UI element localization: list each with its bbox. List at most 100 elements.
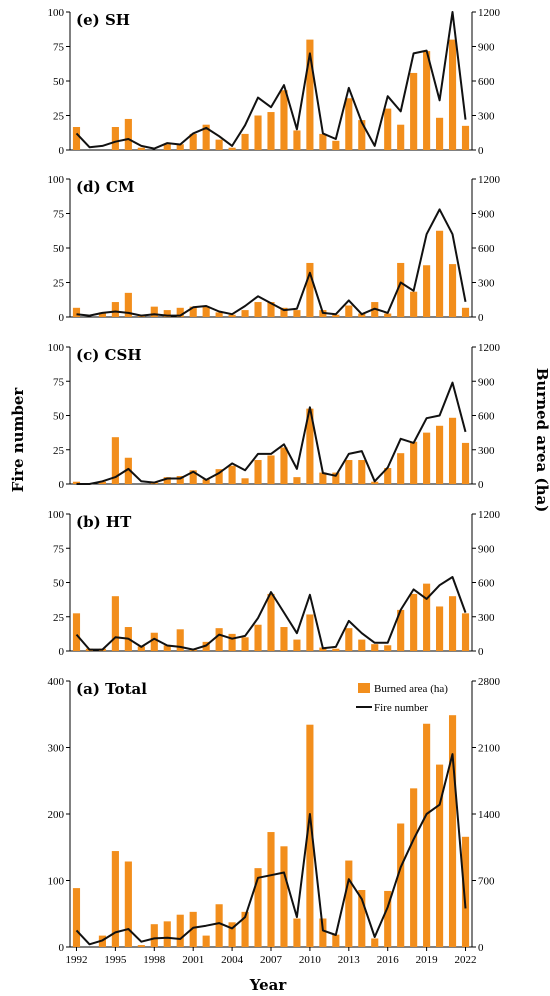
burned-area-bar (124, 292, 132, 317)
burned-area-bar (397, 823, 405, 947)
burned-area-bar (280, 627, 288, 651)
burned-area-bar (306, 724, 314, 947)
burned-area-bar (371, 644, 379, 651)
burned-area-bar (150, 924, 158, 947)
burned-area-bar (267, 112, 275, 150)
burned-area-bar (397, 262, 405, 317)
y-right-tick-label: 2100 (478, 743, 501, 755)
burned-area-bar (345, 98, 353, 150)
burned-area-bar (280, 447, 288, 484)
burned-area-bar (241, 310, 249, 317)
legend: Burned area (ha) Fire number (356, 683, 448, 714)
panel-2: 0 25 50 75 100 0 300 600 900 1200 (d) CM (48, 174, 501, 324)
burned-area-bar (384, 108, 392, 150)
burned-area-bar (163, 645, 171, 651)
burned-area-bar (137, 945, 145, 947)
burned-area-bar (332, 648, 340, 651)
burned-area-bar (228, 147, 236, 150)
panel-4: 0 25 50 75 100 0 300 600 900 1200 (b) HT (48, 509, 501, 658)
burned-area-bar (111, 437, 119, 484)
burned-area-bar (436, 230, 444, 317)
burned-area-bar (461, 125, 470, 150)
burned-area-bar (202, 935, 210, 947)
burned-area-bar (293, 310, 301, 317)
y-right-tick-label: 1200 (478, 7, 501, 19)
y-right-tick-label: 600 (478, 243, 495, 255)
burned-area-bar (436, 425, 444, 484)
burned-area-bar (254, 624, 262, 651)
burned-area-bar (448, 596, 457, 651)
burned-area-bar (358, 313, 366, 317)
fire-number-line (75, 753, 467, 946)
burned-area-bar (371, 938, 379, 947)
fire-number-line (76, 381, 467, 485)
burned-area-bar (461, 836, 470, 947)
y-right-tick-label: 600 (478, 578, 495, 590)
burned-area-bar (215, 904, 223, 947)
panel-title: (d) CM (76, 178, 134, 196)
left-axis-title: Fire number (9, 387, 27, 493)
burned-area-bar (215, 628, 223, 651)
burned-area-bar (215, 139, 223, 150)
burned-area-bar (345, 860, 353, 947)
burned-area-bar (332, 140, 340, 150)
y-left-tick-label: 300 (48, 743, 65, 755)
y-left-tick-label: 25 (53, 445, 65, 457)
burned-area-bar (423, 51, 431, 150)
y-left-tick-label: 25 (53, 278, 65, 290)
burned-area-bar (423, 583, 431, 651)
burned-area-bar (448, 715, 457, 947)
burned-area-bar (267, 593, 275, 651)
burned-area-bar (397, 609, 405, 651)
y-right-tick-label: 1200 (478, 342, 501, 354)
burned-area-bar (306, 408, 314, 484)
burned-area-bar (254, 115, 262, 150)
y-left-tick-label: 100 (48, 876, 65, 888)
burned-area-bar (410, 441, 418, 484)
burned-area-bar (241, 911, 249, 947)
burned-area-bar (436, 117, 444, 150)
y-left-tick-label: 75 (53, 42, 65, 54)
burned-area-bar (319, 918, 327, 947)
panel-title: (a) Total (76, 680, 147, 698)
y-left-tick-label: 75 (53, 209, 65, 221)
burned-area-bar (423, 723, 431, 947)
burned-area-bar (384, 313, 392, 317)
burned-area-bar (280, 307, 288, 317)
x-tick-label: 2004 (221, 954, 244, 966)
burned-area-bar (228, 633, 236, 651)
x-tick-label: 2013 (338, 954, 361, 966)
burned-area-bar (319, 133, 327, 150)
burned-area-bar (436, 606, 444, 651)
y-right-tick-label: 1200 (478, 174, 501, 186)
burned-area-bar (241, 133, 249, 150)
y-right-tick-label: 1200 (478, 509, 501, 521)
burned-area-bar (332, 472, 340, 484)
burned-area-bar (254, 460, 262, 484)
y-right-tick-label: 900 (478, 209, 495, 221)
burned-area-bar (215, 312, 223, 317)
burned-area-bar (72, 127, 81, 150)
y-left-tick-label: 200 (48, 809, 65, 821)
burned-area-bar (345, 628, 353, 651)
burned-area-bar (176, 307, 184, 317)
x-tick-label: 1992 (65, 954, 87, 966)
y-left-tick-label: 100 (48, 342, 65, 354)
burned-area-bar (358, 890, 366, 947)
y-left-tick-label: 100 (48, 174, 65, 186)
y-right-tick-label: 2800 (478, 676, 501, 688)
x-tick-label: 2007 (260, 954, 283, 966)
burned-area-bar (228, 465, 236, 484)
burned-area-bar (215, 469, 223, 484)
y-left-tick-label: 0 (59, 312, 65, 324)
burned-area-bar (254, 868, 262, 947)
panel-title: (b) HT (76, 513, 132, 531)
burned-area-bar (202, 306, 210, 317)
burned-area-bar (384, 890, 392, 947)
legend-line-label: Fire number (374, 702, 428, 714)
panel-title: (e) SH (76, 11, 130, 29)
y-right-tick-label: 300 (478, 278, 495, 290)
burned-area-bar (228, 314, 236, 317)
legend-bar-swatch (358, 683, 370, 693)
x-tick-label: 2022 (455, 954, 477, 966)
